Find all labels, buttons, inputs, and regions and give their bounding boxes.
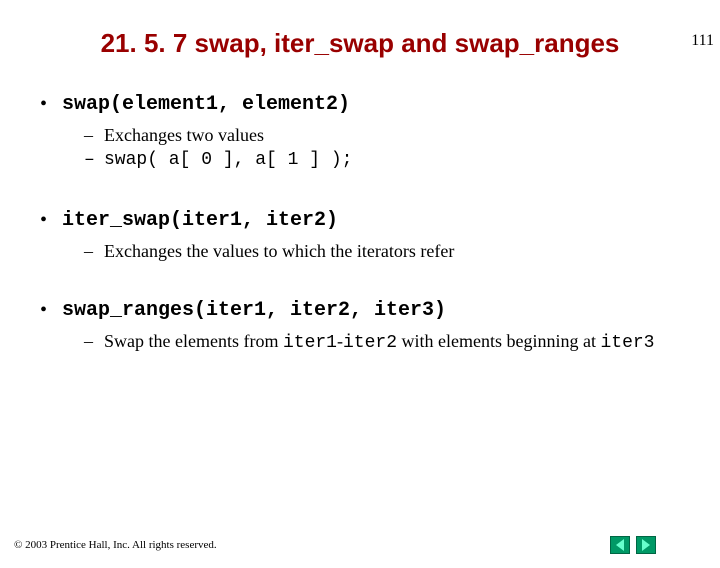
copyright-text: © 2003 Prentice Hall, Inc. All rights re… [14,539,610,551]
bullet-item: Exchanges two values [40,124,680,147]
code-fragment: iter1 [283,333,337,353]
bullet-item: Exchanges the values to which the iterat… [40,240,680,263]
bullet-item-mixed: Swap the elements from iter1-iter2 with … [40,330,680,355]
slide-title: 21. 5. 7 swap, iter_swap and swap_ranges [0,28,720,59]
code-fragment: iter2 [343,333,397,353]
prev-button[interactable] [610,536,630,554]
page-number: 111 [691,32,714,50]
triangle-left-icon [616,539,624,551]
text-fragment: with elements beginning at [397,331,600,351]
slide-content: swap(element1, element2) Exchanges two v… [0,93,720,356]
section-heading: swap_ranges(iter1, iter2, iter3) [40,299,680,322]
triangle-right-icon [642,539,650,551]
nav-buttons [610,536,656,554]
footer: © 2003 Prentice Hall, Inc. All rights re… [14,536,706,554]
section-heading: iter_swap(iter1, iter2) [40,209,680,232]
bullet-item-code: swap( a[ 0 ], a[ 1 ] ); [40,149,680,172]
code-fragment: iter3 [600,333,654,353]
next-button[interactable] [636,536,656,554]
section-heading: swap(element1, element2) [40,93,680,116]
text-fragment: Swap the elements from [104,331,283,351]
